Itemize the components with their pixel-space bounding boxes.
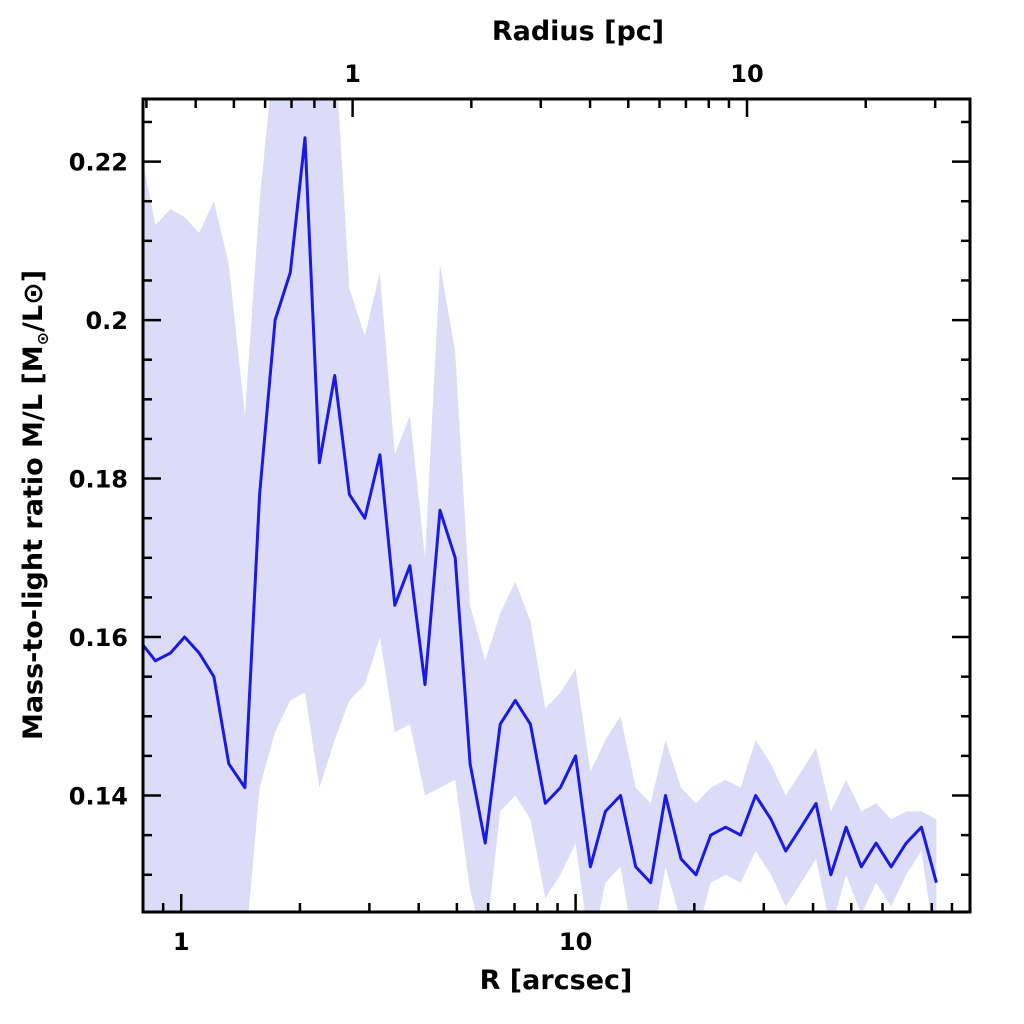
y-axis-title: Mass-to-light ratio M/L [M⊙/L⊙] xyxy=(18,270,52,740)
y-axis-title-subscript: ⊙ xyxy=(33,332,52,345)
y-axis-title-tail: /L⊙] xyxy=(18,270,49,332)
ticks xyxy=(141,99,972,912)
plot-area xyxy=(143,99,938,912)
x-tick-label: 10 xyxy=(559,928,592,956)
data-line-0 xyxy=(143,136,938,885)
y-tick-label: 0.18 xyxy=(69,466,128,494)
top-x-tick-label: 10 xyxy=(730,60,763,88)
y-axis-title-main: Mass-to-light ratio M/L [M xyxy=(18,345,49,740)
y-tick-label: 0.22 xyxy=(69,149,128,177)
y-tick-label: 0.2 xyxy=(85,307,128,335)
y-tick-label: 0.14 xyxy=(69,783,128,811)
y-tick-label: 0.16 xyxy=(69,624,128,652)
error-band-0 xyxy=(143,99,937,912)
top-x-axis-title: Radius [pc] xyxy=(492,16,664,47)
tick-labels: 1 10 1 10 0.14 0.16 0.18 0.2 0.22 xyxy=(69,60,764,956)
x-tick-label: 1 xyxy=(173,928,190,956)
x-axis-title: R [arcsec] xyxy=(480,965,633,996)
top-x-tick-label: 1 xyxy=(344,60,361,88)
